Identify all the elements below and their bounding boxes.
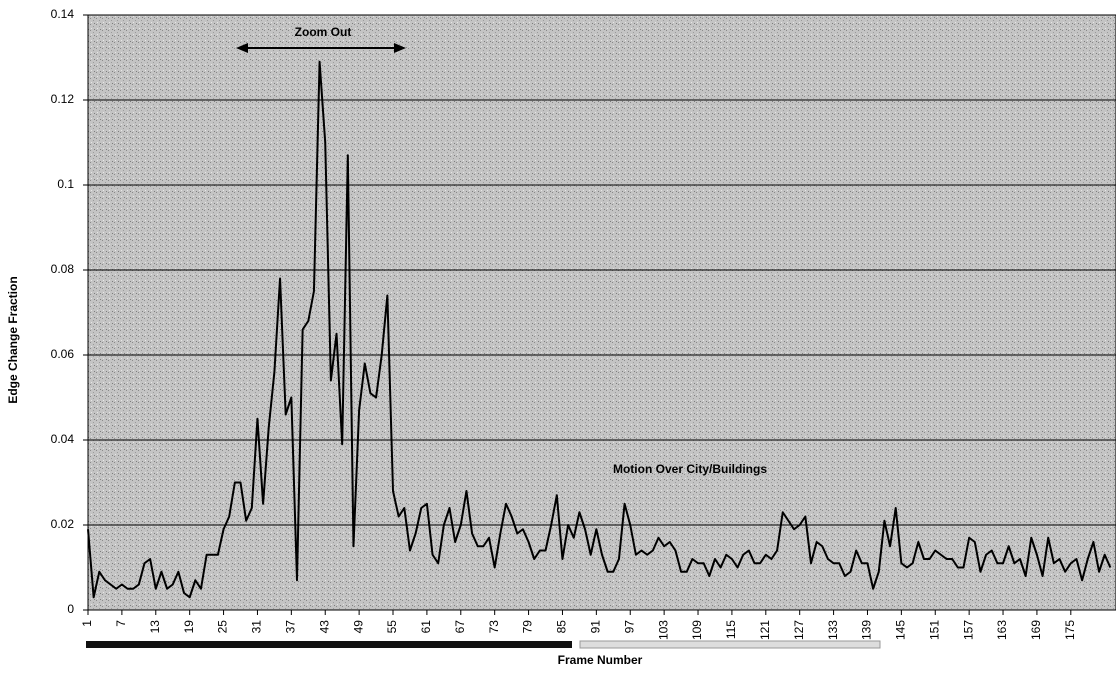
x-tick-label: 49: [351, 620, 365, 634]
y-tick-label: 0.04: [51, 432, 75, 446]
marks: [87, 60, 1112, 599]
x-tick-label: 157: [961, 620, 975, 640]
y-tick-label: 0.12: [51, 92, 75, 106]
x-tick-label: 7: [114, 620, 128, 627]
zoom-arrow: [236, 43, 406, 53]
y-tick-label: 0.02: [51, 517, 75, 531]
y-axis-title: Edge Change Fraction: [6, 276, 20, 403]
x-tick-label: 163: [995, 620, 1009, 640]
x-tick-label: 19: [182, 620, 196, 634]
x-tick-label: 145: [894, 620, 908, 640]
x-tick-label: 151: [927, 620, 941, 640]
x-tick-label: 25: [216, 620, 230, 634]
legend-bar: [86, 641, 572, 648]
x-tick-label: 79: [521, 620, 535, 634]
y-tick-label: 0.08: [51, 262, 75, 276]
annotation: Zoom Out: [295, 25, 352, 39]
legend-box: [579, 640, 881, 649]
annotation: Motion Over City/Buildings: [613, 462, 767, 476]
x-tick-label: 43: [317, 620, 331, 634]
x-tick-label: 169: [1029, 620, 1043, 640]
plot-area: [87, 14, 1116, 611]
x-tick-label: 1: [80, 620, 94, 627]
y-tick-label: 0.1: [57, 177, 74, 191]
x-tick-label: 31: [250, 620, 264, 634]
x-tick-label: 55: [385, 620, 399, 634]
x-tick-label: 139: [860, 620, 874, 640]
x-tick-label: 91: [589, 620, 603, 634]
x-tick-label: 61: [419, 620, 433, 634]
x-tick-label: 133: [826, 620, 840, 640]
x-tick-label: 85: [555, 620, 569, 634]
x-tick-label: 13: [148, 620, 162, 634]
y-tick-label: 0.06: [51, 347, 75, 361]
x-tick-label: 103: [656, 620, 670, 640]
x-tick-label: 97: [622, 620, 636, 634]
y-tick-label: 0.14: [51, 7, 75, 21]
x-axis-title: Frame Number: [558, 653, 643, 667]
x-tick-label: 109: [690, 620, 704, 640]
x-tick-label: 127: [792, 620, 806, 640]
x-tick-label: 37: [284, 620, 298, 634]
x-tick-label: 67: [453, 620, 467, 634]
x-tick-label: 175: [1063, 620, 1077, 640]
x-tick-label: 115: [724, 620, 738, 639]
y-tick-label: 0: [67, 602, 74, 616]
x-tick-label: 121: [758, 620, 772, 640]
data-line: [87, 60, 1112, 599]
x-tick-label: 73: [487, 620, 501, 634]
